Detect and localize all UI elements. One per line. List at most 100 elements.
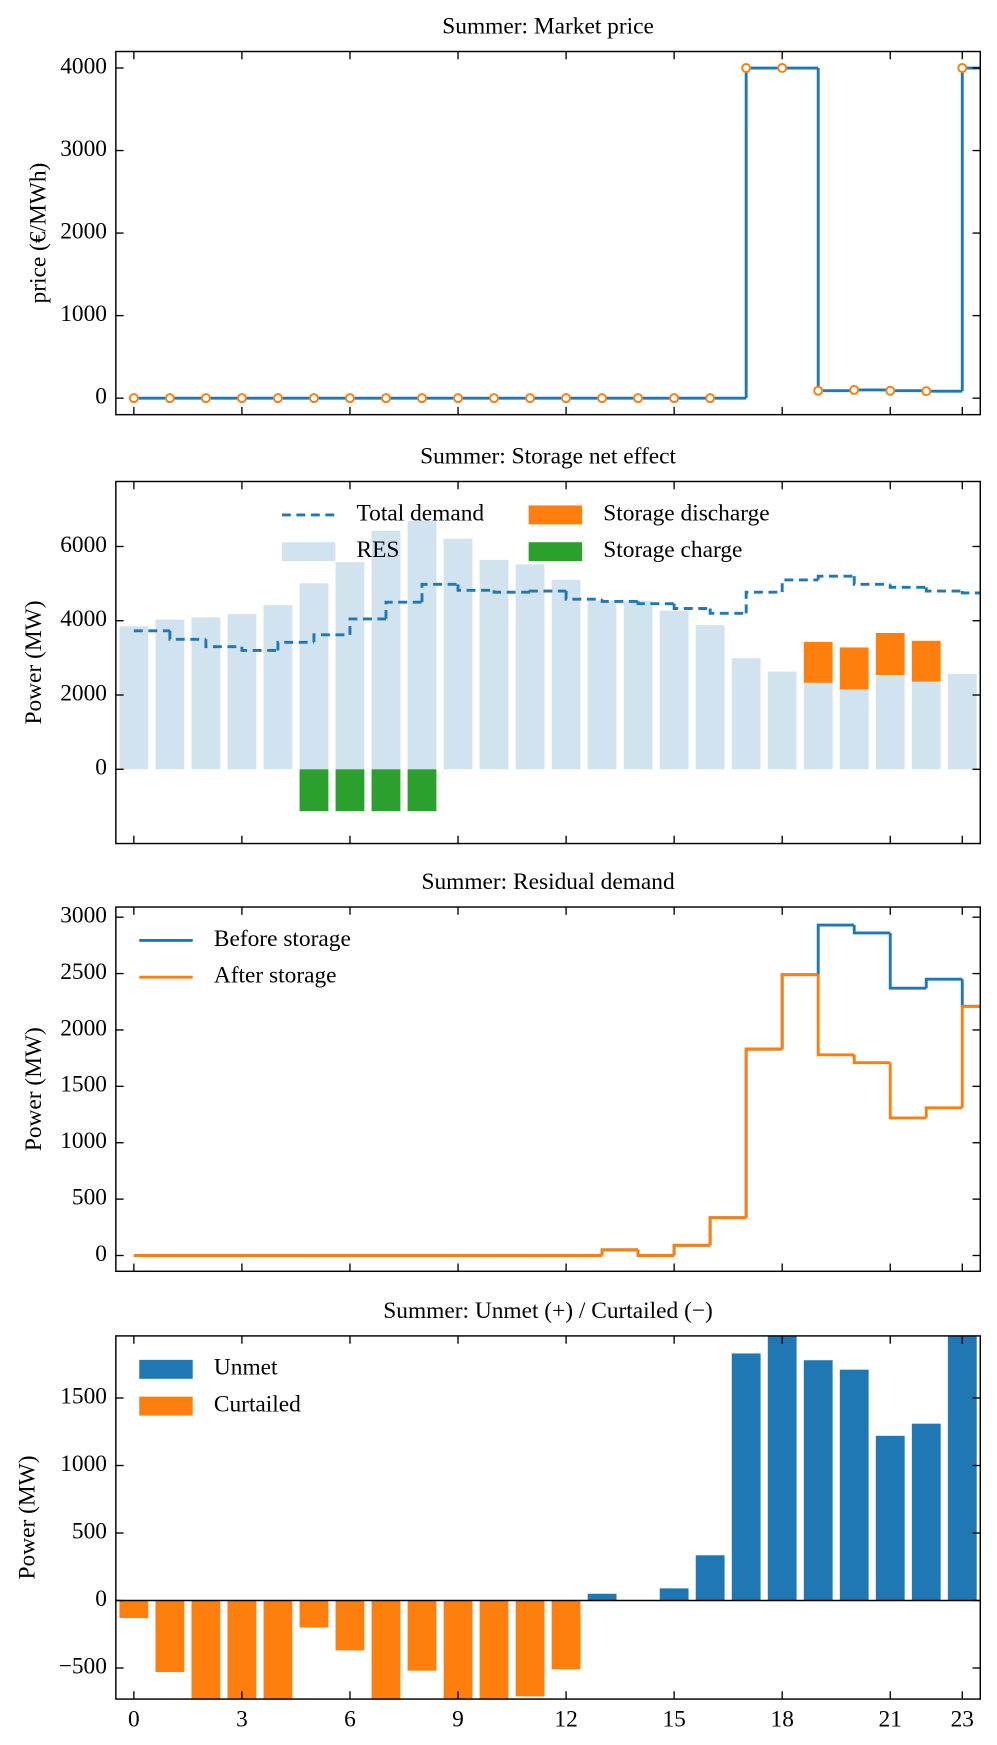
y-axis-label: Power (MW) bbox=[21, 601, 47, 725]
bar bbox=[947, 1335, 977, 1601]
bar bbox=[299, 1600, 329, 1628]
marker bbox=[849, 384, 860, 395]
legend: Total demand RES Storage discharge Storage … bbox=[281, 500, 770, 563]
step-line bbox=[888, 389, 927, 393]
marker bbox=[525, 393, 536, 404]
bar bbox=[839, 1369, 869, 1601]
step-line bbox=[888, 1062, 927, 1120]
x-tick-label: 3 bbox=[236, 1707, 248, 1733]
marker bbox=[597, 393, 608, 404]
bar bbox=[443, 1600, 473, 1700]
y-tick-label: 2000 bbox=[60, 1015, 107, 1041]
x-tick-label: 9 bbox=[452, 1707, 464, 1733]
bar bbox=[515, 564, 545, 770]
step-line bbox=[816, 923, 855, 975]
step-line bbox=[312, 633, 350, 643]
bar bbox=[371, 530, 401, 770]
y-tick-label: 3000 bbox=[60, 903, 107, 929]
marker bbox=[813, 385, 824, 396]
legend-swatch bbox=[281, 542, 336, 562]
x-tick-label: 15 bbox=[662, 1707, 685, 1733]
marker bbox=[705, 393, 716, 404]
step-line bbox=[924, 977, 963, 989]
marker bbox=[741, 63, 752, 74]
x-tick-label: 23 bbox=[951, 1707, 974, 1733]
bar bbox=[515, 1600, 545, 1697]
legend-swatch bbox=[528, 542, 583, 562]
step-line bbox=[816, 574, 855, 580]
y-tick-label: 4000 bbox=[60, 606, 107, 632]
bar bbox=[155, 619, 185, 770]
step-line bbox=[852, 1054, 891, 1065]
step-line bbox=[924, 1106, 963, 1118]
step-line bbox=[960, 591, 981, 595]
step-line bbox=[240, 646, 278, 652]
bar bbox=[443, 538, 473, 770]
step-line bbox=[852, 576, 891, 586]
step-line bbox=[780, 973, 819, 1050]
marker bbox=[633, 393, 644, 404]
legend-label: Storage charge bbox=[603, 537, 742, 563]
y-tick-label: 1000 bbox=[60, 301, 107, 327]
y-tick-label: 0 bbox=[95, 1586, 107, 1612]
marker bbox=[236, 393, 247, 404]
step-line bbox=[708, 608, 747, 615]
y-tick-label: 0 bbox=[95, 755, 107, 781]
bar bbox=[695, 1555, 725, 1601]
bar bbox=[875, 632, 905, 675]
bar bbox=[479, 1600, 509, 1700]
bar bbox=[299, 769, 329, 812]
bar bbox=[695, 625, 725, 770]
x-tick-label: 18 bbox=[771, 1707, 794, 1733]
marker bbox=[957, 63, 968, 74]
bar bbox=[731, 1353, 761, 1601]
marker bbox=[489, 393, 500, 404]
step-line bbox=[384, 600, 423, 619]
plot-area bbox=[115, 1335, 981, 1700]
bar bbox=[911, 1423, 941, 1601]
step-line bbox=[348, 617, 386, 635]
plot-area bbox=[133, 923, 981, 1257]
bar bbox=[263, 605, 293, 770]
axes-frame bbox=[115, 906, 982, 1273]
marker bbox=[777, 63, 788, 74]
x-tick-label: 21 bbox=[879, 1707, 902, 1733]
step-line bbox=[744, 590, 783, 614]
step-line bbox=[852, 925, 891, 935]
y-tick-label: 500 bbox=[72, 1184, 107, 1210]
step-line bbox=[816, 974, 855, 1057]
bar bbox=[227, 614, 257, 770]
marker bbox=[272, 393, 283, 404]
chart-title: Summer: Residual demand bbox=[421, 869, 674, 895]
marker bbox=[164, 393, 175, 404]
marker bbox=[921, 386, 932, 397]
bar bbox=[839, 647, 869, 690]
legend-swatch bbox=[139, 1359, 193, 1379]
bar bbox=[119, 626, 149, 770]
bar bbox=[731, 658, 761, 770]
bar bbox=[263, 1600, 293, 1700]
legend-label: Unmet bbox=[214, 1355, 278, 1381]
bar bbox=[803, 641, 833, 683]
x-tick-label: 12 bbox=[554, 1707, 577, 1733]
y-tick-label: 1500 bbox=[60, 1383, 107, 1409]
step-line bbox=[600, 1248, 639, 1256]
y-tick-label: 2500 bbox=[60, 959, 107, 985]
marker bbox=[561, 393, 572, 404]
step-line bbox=[780, 578, 819, 593]
step-line bbox=[168, 630, 206, 641]
bar bbox=[947, 673, 977, 770]
bar bbox=[155, 1600, 185, 1673]
marker bbox=[380, 393, 392, 404]
bar bbox=[875, 1435, 905, 1601]
axes-frame bbox=[115, 1335, 982, 1700]
marker bbox=[669, 393, 680, 404]
bar bbox=[659, 610, 689, 770]
legend-label: RES bbox=[357, 537, 400, 563]
x-tick-label: 6 bbox=[344, 1707, 356, 1733]
bar bbox=[299, 583, 329, 770]
step-line bbox=[960, 1004, 981, 1108]
bar bbox=[551, 1600, 581, 1670]
y-tick-label: 500 bbox=[72, 1518, 107, 1544]
